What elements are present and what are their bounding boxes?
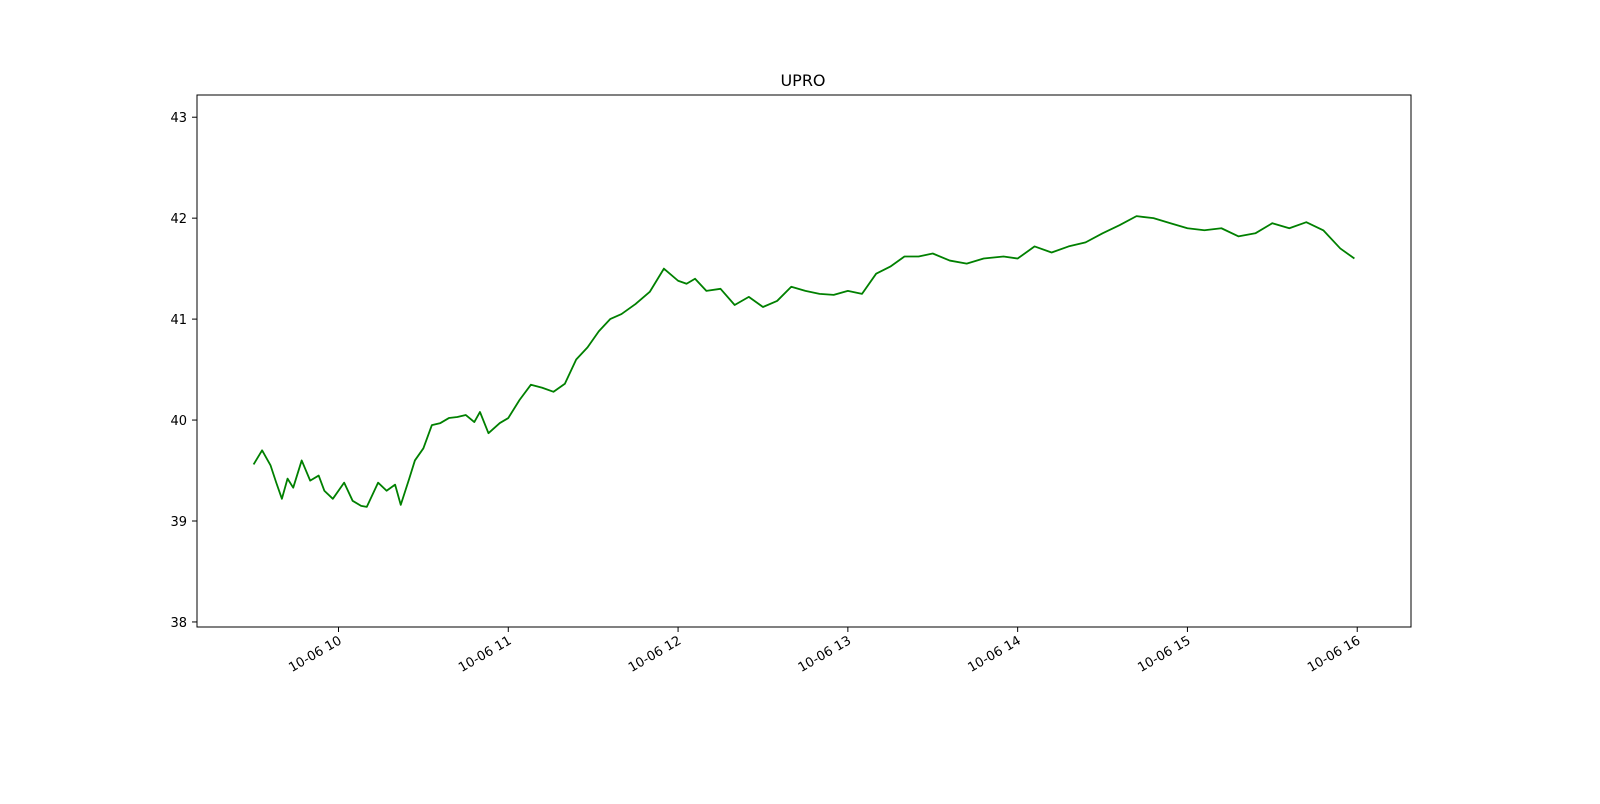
plot-area: 38 39 40 41 42 43 10-06 10 10-06 11 10-06 12 10-0… [170, 94, 1412, 676]
chart-title: UPRO [780, 71, 825, 90]
y-tick-label-41: 41 [170, 313, 187, 328]
y-tick-label-42: 42 [170, 212, 187, 227]
y-tick-label-43: 43 [170, 111, 187, 126]
x-tick-label-14: 10-06 14 [966, 633, 1024, 675]
y-tick-label-40: 40 [170, 414, 187, 429]
x-tick-label-10: 10-06 10 [286, 633, 344, 675]
x-tick-label-16: 10-06 16 [1305, 633, 1363, 675]
y-tick-label-38: 38 [170, 616, 187, 631]
plot-frame [196, 94, 1412, 628]
x-tick-label-11: 10-06 11 [456, 633, 514, 675]
x-tick-label-13: 10-06 13 [796, 633, 854, 675]
x-tick-label-15: 10-06 15 [1135, 633, 1193, 675]
x-tick-label-12: 10-06 12 [626, 633, 684, 675]
y-tick-label-39: 39 [170, 515, 187, 530]
series-line-0 [252, 215, 1355, 508]
